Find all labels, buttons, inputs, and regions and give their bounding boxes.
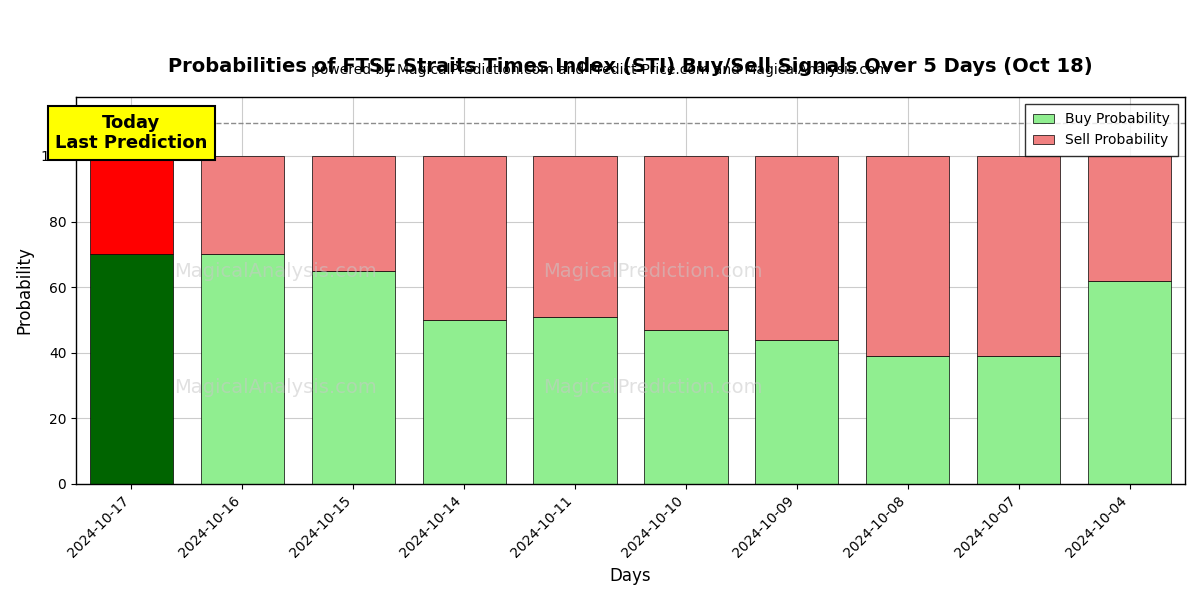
- Bar: [1088, 156, 1171, 281]
- Bar: [977, 356, 1061, 484]
- Bar: [977, 156, 1061, 356]
- Bar: [200, 156, 284, 254]
- X-axis label: Days: Days: [610, 567, 652, 585]
- Title: Probabilities of FTSE Straits Times Index (STI) Buy/Sell Signals Over 5 Days (Oc: Probabilities of FTSE Straits Times Inde…: [168, 57, 1093, 76]
- Bar: [534, 156, 617, 317]
- Bar: [200, 254, 284, 484]
- Bar: [644, 330, 727, 484]
- Legend: Buy Probability, Sell Probability: Buy Probability, Sell Probability: [1025, 104, 1178, 155]
- Bar: [866, 356, 949, 484]
- Bar: [312, 156, 395, 271]
- Text: MagicalPrediction.com: MagicalPrediction.com: [542, 377, 762, 397]
- Bar: [422, 320, 505, 484]
- Text: Today
Last Prediction: Today Last Prediction: [55, 113, 208, 152]
- Text: MagicalPrediction.com: MagicalPrediction.com: [542, 262, 762, 281]
- Y-axis label: Probability: Probability: [14, 247, 32, 334]
- Text: powered by MagicalPrediction.com and Predict-Price.com and MagicalAnalysis.com: powered by MagicalPrediction.com and Pre…: [311, 63, 889, 77]
- Text: MagicalAnalysis.com: MagicalAnalysis.com: [174, 262, 377, 281]
- Bar: [1088, 281, 1171, 484]
- Bar: [90, 156, 173, 254]
- Bar: [534, 317, 617, 484]
- Bar: [90, 254, 173, 484]
- Bar: [422, 156, 505, 320]
- Bar: [755, 340, 839, 484]
- Bar: [866, 156, 949, 356]
- Bar: [312, 271, 395, 484]
- Bar: [644, 156, 727, 330]
- Bar: [755, 156, 839, 340]
- Text: MagicalAnalysis.com: MagicalAnalysis.com: [174, 377, 377, 397]
